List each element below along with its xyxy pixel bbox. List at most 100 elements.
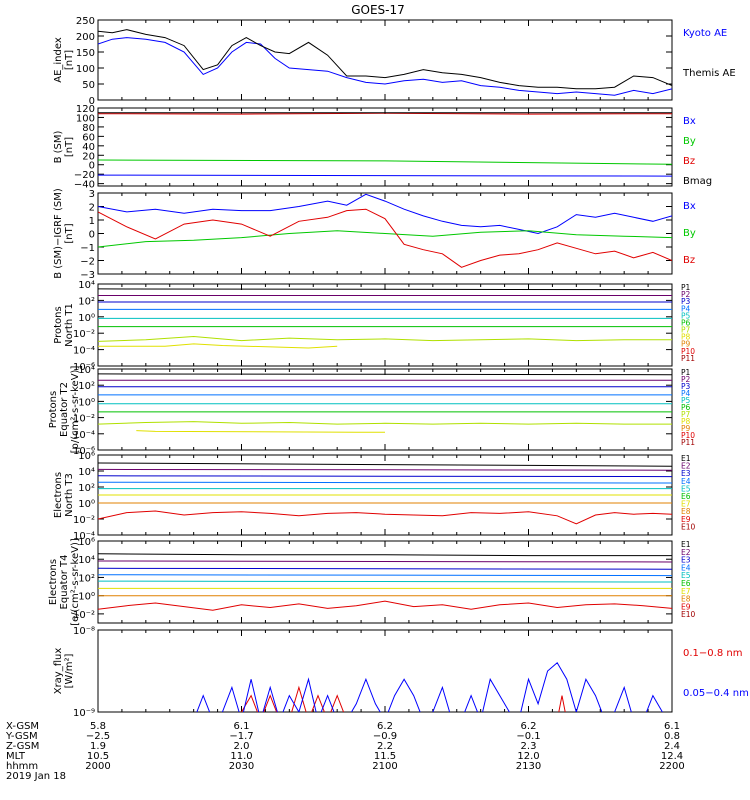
y-tick-label: 2 [89, 203, 95, 214]
legend-entry: Bz [683, 156, 695, 167]
panel-xray: 10⁻⁸ 10⁻⁹ Xray_flux [W/m²] 0.1−0.8 nm 0.05−0.… [53, 626, 749, 719]
y-tick-label: 10⁰ [78, 499, 95, 510]
y-tick-label: 80 [82, 123, 95, 134]
y-axis-label: B (SM) [53, 130, 64, 163]
y-tick-label: 10⁻² [73, 329, 95, 340]
legend-entry: P4 [681, 389, 691, 398]
y-axis-label: Protons [53, 306, 64, 343]
y-axis-label: [p/(cm²-s-sr-keV)] [70, 366, 81, 454]
y-tick-label: 150 [76, 48, 95, 59]
xaxis-row-value: 10.5 [87, 751, 109, 762]
series-e2 [98, 560, 672, 563]
y-tick-label: 10⁴ [78, 555, 95, 566]
y-axis-label: Electrons [53, 472, 64, 518]
series-e8 [98, 600, 672, 611]
y-tick-label: 10² [78, 573, 95, 584]
legend-entry: E4 [681, 563, 691, 572]
series-e5 [98, 580, 672, 583]
y-tick-label: 10⁻⁴ [73, 346, 95, 357]
legend-entry: P8 [681, 417, 691, 426]
y-tick-label: 10⁻⁸ [73, 626, 95, 637]
y-tick-label: 10⁻² [73, 515, 95, 526]
y-axis-label: [nT] [64, 137, 75, 157]
legend-entry: Bz [683, 255, 695, 266]
legend-entry: P10 [681, 347, 695, 356]
legend-entry: P3 [681, 382, 691, 391]
xaxis-row-value: 12.0 [517, 751, 539, 762]
y-tick-label: 40 [82, 142, 95, 153]
y-axis-label: [nT] [64, 50, 75, 70]
xaxis-row-value: 2030 [229, 761, 254, 772]
y-tick-label: 0 [89, 230, 95, 241]
legend-entry: P2 [681, 375, 691, 384]
y-tick-label: 10⁻⁶ [73, 362, 95, 373]
xaxis-row-value: 5.8 [90, 721, 106, 732]
y-axis-label: Protons [48, 391, 59, 428]
legend-entry: P6 [681, 318, 691, 327]
legend-entry: 0.05−0.4 nm [683, 688, 749, 699]
y-tick-label: 120 [76, 104, 95, 115]
y-axis-label: Electrons [48, 559, 59, 605]
legend-entry: E7 [681, 500, 691, 509]
y-tick-label: 10⁻² [73, 610, 95, 621]
y-tick-label: 20 [82, 151, 95, 162]
legend-entry: Bx [683, 116, 696, 127]
series-e4 [98, 574, 672, 577]
legend-entry: E6 [681, 492, 691, 501]
legend-entry: E4 [681, 477, 691, 486]
legend-entry: P6 [681, 403, 691, 412]
series-p8 [98, 343, 338, 349]
xaxis-row-value: 6.2 [521, 721, 537, 732]
y-tick-label: 10⁴ [78, 365, 95, 376]
series-0-05-0-4-nm [196, 662, 664, 712]
legend-entry: P9 [681, 340, 691, 349]
legend-entry: E6 [681, 579, 691, 588]
legend-entry: E1 [681, 540, 691, 549]
y-tick-label: 10⁰ [78, 313, 95, 324]
y-tick-label: −3 [80, 270, 95, 281]
series-by [98, 159, 672, 165]
panel-frame [97, 629, 673, 713]
plot-title: GOES-17 [351, 3, 405, 17]
legend-entry: P8 [681, 333, 691, 342]
xaxis-row-value: 11.0 [230, 751, 252, 762]
legend-entry: P3 [681, 297, 691, 306]
xaxis-row-value: 11.5 [374, 751, 396, 762]
legend-entry: Themis AE [682, 68, 736, 79]
legend-entry: E10 [681, 522, 696, 531]
y-axis-label: North T1 [64, 303, 75, 347]
date-label: 2019 Jan 18 [6, 771, 66, 782]
legend-entry: E9 [681, 515, 691, 524]
series-e1 [98, 462, 672, 467]
series-p7 [98, 421, 672, 425]
xaxis-row-value: 6.1 [664, 721, 680, 732]
y-tick-label: −40 [74, 180, 95, 191]
series-e2 [98, 468, 672, 471]
y-tick-label: 100 [76, 64, 95, 75]
panel-protons_t1: 10⁴ 10² 10⁰ 10⁻² 10⁻⁴ 10⁻⁶ Protons North T1 P1P2… [53, 280, 695, 373]
legend-entry: E8 [681, 595, 691, 604]
series-e3 [98, 567, 672, 570]
y-tick-label: −2 [80, 257, 95, 268]
legend-entry: P5 [681, 396, 691, 405]
xaxis-row-label: Y-GSM [5, 731, 38, 742]
legend-entry: E10 [681, 610, 696, 619]
legend-entry: P1 [681, 283, 691, 292]
y-tick-label: 10⁻⁴ [73, 430, 95, 441]
y-tick-label: 10² [78, 381, 95, 392]
legend-entry: E8 [681, 507, 691, 516]
y-tick-label: 100 [76, 113, 95, 124]
legend-entry: P10 [681, 431, 695, 440]
xaxis-row-value: −2.5 [86, 731, 110, 742]
y-axis-label: Equator T4 [59, 555, 70, 610]
series-p1 [98, 288, 672, 291]
legend-entry: P7 [681, 326, 691, 335]
xaxis-row-value: 1.9 [90, 741, 106, 752]
legend-entry: E5 [681, 571, 691, 580]
y-axis-label: North T3 [64, 473, 75, 517]
xaxis-row-value: 6.2 [377, 721, 393, 732]
panel-protons_t2: 10⁴ 10² 10⁰ 10⁻² 10⁻⁴ 10⁻⁶ Protons Equator T2 [p… [48, 365, 695, 457]
y-axis-label: [nT] [64, 223, 75, 243]
